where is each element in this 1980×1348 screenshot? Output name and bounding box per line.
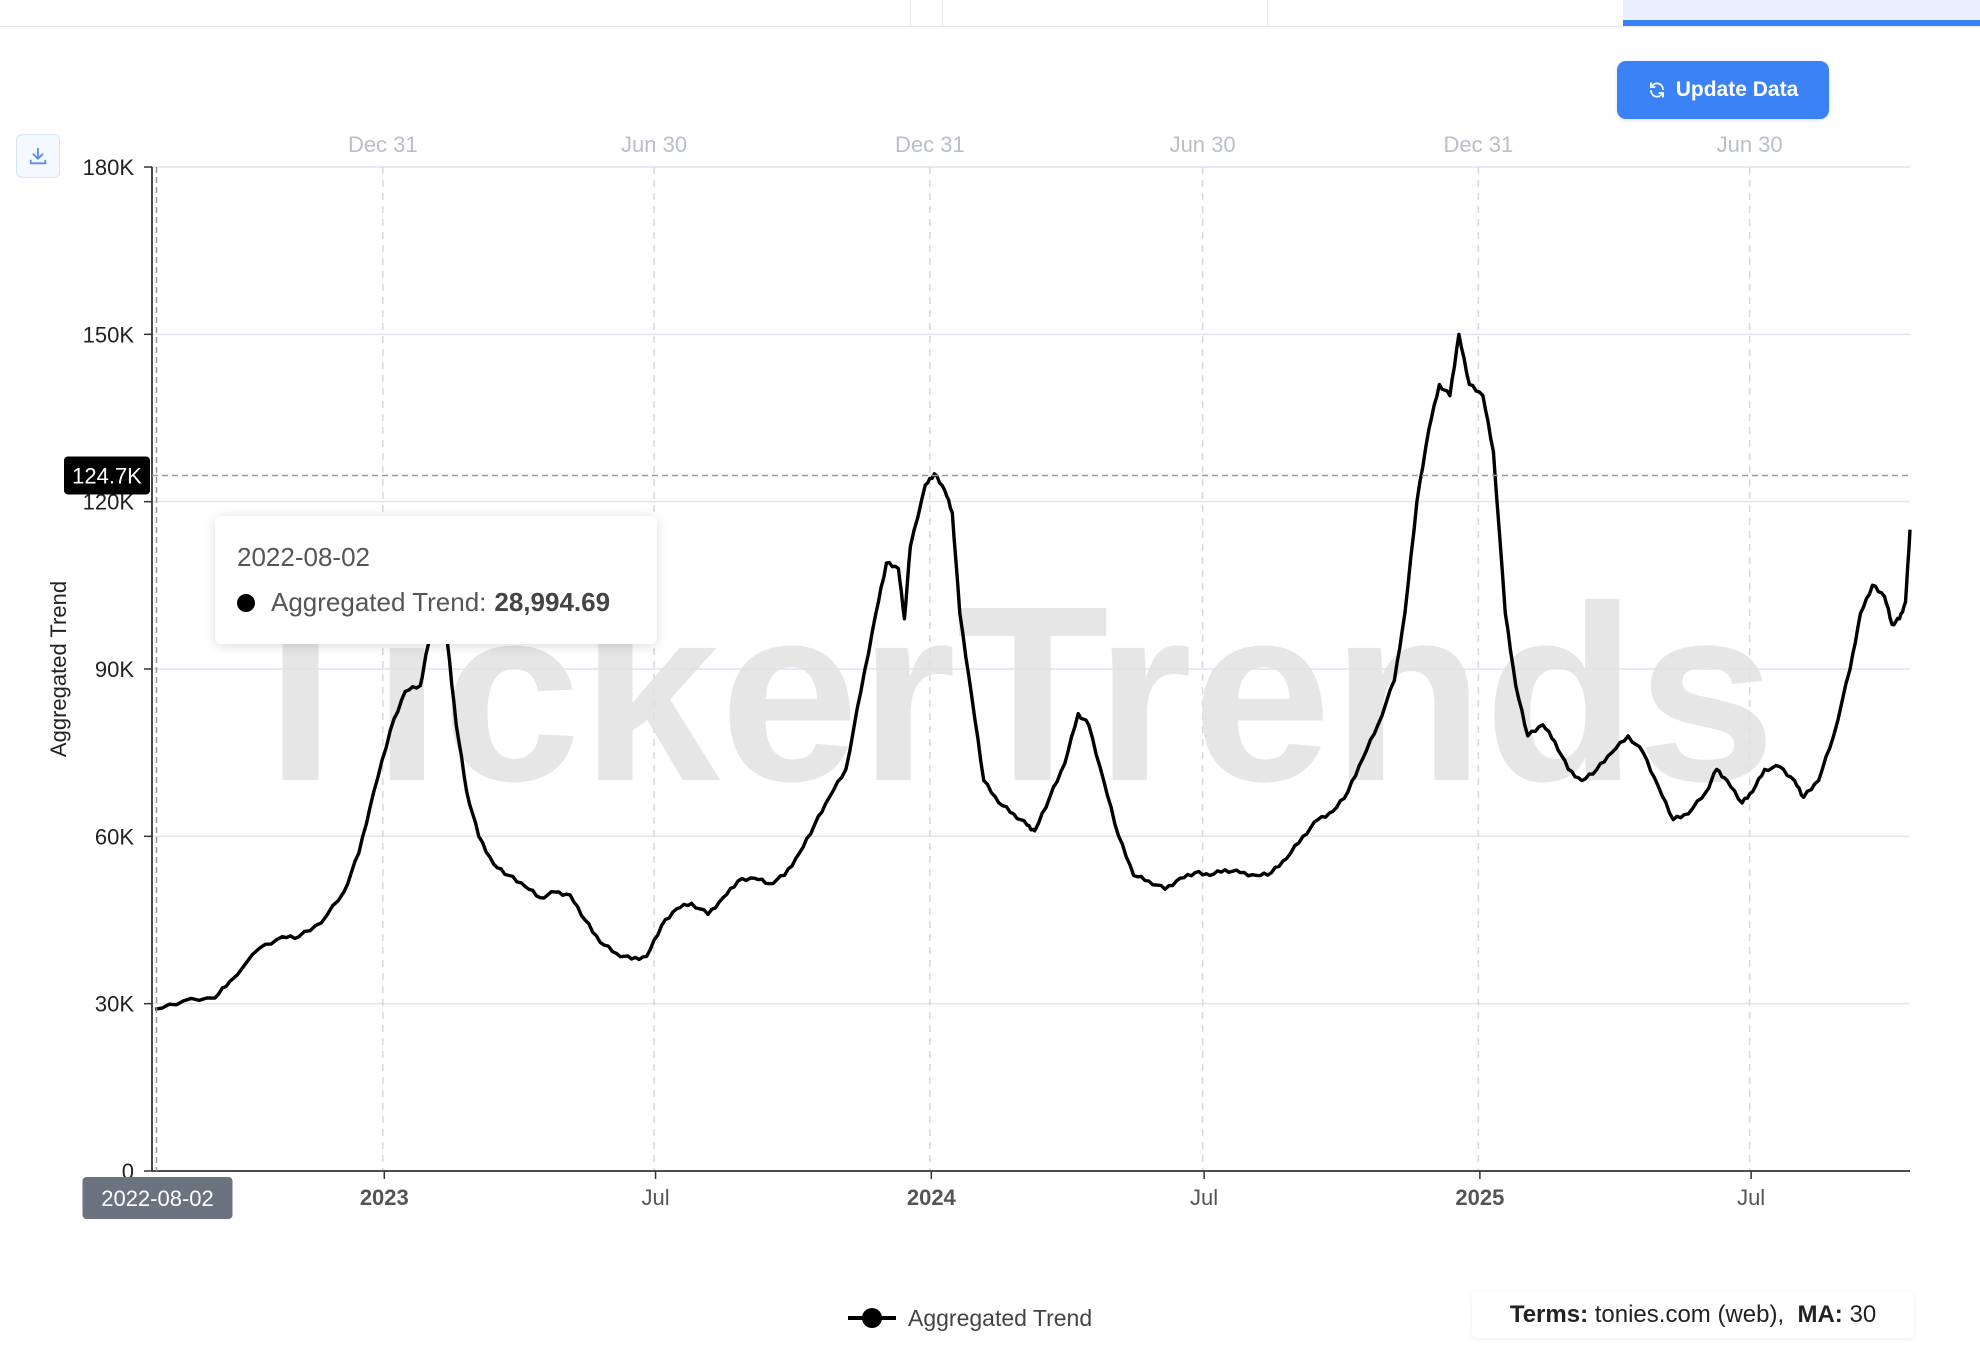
series-dot-icon (237, 593, 255, 612)
y-tick-label: 30K (95, 992, 134, 1017)
terms-info: Terms: tonies.com (web), MA: 30 (1472, 1292, 1914, 1338)
terms-value: tonies.com (web), (1594, 1301, 1785, 1328)
crosshair-y-text: 124.7K (72, 463, 142, 488)
tab-segment (0, 0, 911, 26)
x-tick-label: 2023 (360, 1185, 409, 1210)
legend-line-marker-icon (848, 1308, 896, 1328)
y-tick-label: 60K (95, 824, 134, 849)
terms-label: Terms: (1509, 1301, 1589, 1328)
x-axis: 2023 Jul 2024 Jul 2025 Jul (152, 1170, 1910, 1210)
ma-label: MA: (1797, 1301, 1843, 1328)
y-tick-label: 180K (83, 155, 135, 180)
tooltip-value: 28,994.69 (494, 587, 611, 617)
tooltip-date: 2022-08-02 (237, 542, 370, 572)
refresh-icon (1649, 82, 1664, 98)
download-icon (29, 147, 47, 165)
crosshair-x-label: 2022-08-02 (82, 1177, 233, 1219)
top-tick-label: Jun 30 (1717, 132, 1783, 157)
top-tick-label: Dec 31 (895, 132, 965, 157)
top-tick-label: Jun 30 (1170, 132, 1236, 157)
top-tab-strip (0, 0, 1980, 27)
grid-lines (152, 166, 1910, 1171)
crosshair-y-label: 124.7K (64, 456, 150, 495)
ma-value: 30 (1849, 1301, 1877, 1328)
tab-segment (910, 0, 943, 26)
x-tick-label: Jul (642, 1185, 670, 1210)
y-tick-label: 150K (83, 322, 135, 347)
x-tick-label: 2025 (1455, 1185, 1504, 1210)
tooltip-row: Aggregated Trend: 28,994.69 (237, 587, 635, 618)
active-tab-indicator (1623, 20, 1980, 26)
tooltip-series-label: Aggregated Trend: (271, 587, 487, 617)
series-line-aggregated-trend[interactable] (154, 332, 1912, 1011)
download-button[interactable] (16, 134, 60, 178)
update-data-button[interactable]: Update Data (1617, 61, 1829, 119)
y-axis-title: Aggregated Trend (46, 581, 71, 757)
top-tick-label: Jun 30 (621, 132, 687, 157)
top-axis: Dec 31 Jun 30 Dec 31 Jun 30 Dec 31 Jun 30 (348, 132, 1783, 157)
x-tick-label: Jul (1737, 1185, 1765, 1210)
legend-item-aggregated-trend[interactable]: Aggregated Trend (846, 1300, 1092, 1336)
top-tick-label: Dec 31 (1444, 132, 1514, 157)
x-tick-label: Jul (1190, 1185, 1218, 1210)
tab-segment (942, 0, 1268, 26)
crosshair-x-text: 2022-08-02 (101, 1186, 214, 1211)
update-data-label: Update Data (1675, 78, 1799, 101)
x-tick-label: 2024 (907, 1185, 957, 1210)
y-tick-label: 90K (95, 657, 134, 682)
tooltip: 2022-08-02 Aggregated Trend: 28,994.69 (215, 516, 657, 644)
top-tick-label: Dec 31 (348, 132, 418, 157)
legend-label: Aggregated Trend (908, 1304, 1093, 1331)
